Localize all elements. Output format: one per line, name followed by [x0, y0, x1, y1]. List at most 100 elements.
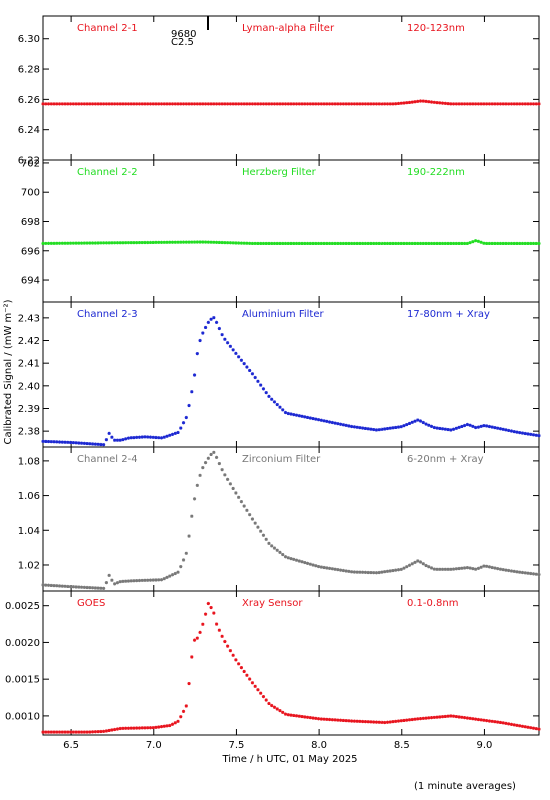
- data-point: [176, 240, 180, 244]
- data-point: [179, 240, 183, 244]
- data-point: [110, 435, 114, 439]
- data-point: [449, 241, 453, 246]
- data-point: [474, 717, 478, 721]
- data-point: [206, 601, 210, 606]
- data-point: [474, 425, 478, 430]
- data-point: [363, 102, 367, 106]
- data-point: [435, 715, 439, 719]
- data-point: [79, 585, 84, 589]
- data-point: [330, 241, 334, 246]
- data-point: [468, 716, 472, 720]
- data-point: [102, 443, 106, 447]
- data-point: [493, 566, 497, 570]
- data-point: [195, 240, 199, 244]
- x-tick-label: 8.0: [311, 740, 327, 751]
- data-point: [308, 416, 312, 420]
- data-point: [446, 567, 450, 571]
- data-point: [124, 579, 128, 583]
- data-point: [305, 102, 310, 106]
- data-point: [432, 241, 436, 246]
- data-point: [143, 578, 147, 582]
- data-point: [121, 241, 125, 245]
- data-point: [316, 241, 321, 246]
- data-point: [487, 719, 491, 723]
- data-point: [336, 102, 340, 106]
- data-point: [118, 241, 122, 245]
- data-point: [261, 102, 266, 106]
- data-point: [118, 580, 122, 584]
- data-point: [416, 241, 420, 246]
- data-point: [96, 241, 100, 245]
- data-point: [385, 720, 390, 724]
- data-point: [374, 720, 379, 724]
- data-point: [303, 241, 307, 246]
- data-point: [501, 568, 505, 572]
- data-point: [463, 566, 467, 570]
- data-point: [281, 552, 285, 557]
- y-tick-label: 6.30: [18, 34, 40, 45]
- data-point: [52, 584, 56, 588]
- data-point: [102, 729, 106, 733]
- data-point: [385, 569, 390, 573]
- data-point: [242, 669, 246, 674]
- data-point: [435, 567, 439, 571]
- data-point: [476, 566, 480, 570]
- averaging-note: (1 minute averages): [414, 781, 516, 792]
- data-point: [104, 102, 108, 106]
- data-point: [66, 102, 70, 106]
- data-point: [212, 240, 216, 244]
- data-point: [46, 439, 51, 444]
- data-point: [148, 240, 153, 245]
- y-tick-label: 1.06: [18, 491, 40, 502]
- data-point: [212, 450, 216, 454]
- data-point: [413, 241, 417, 246]
- data-point: [438, 715, 442, 719]
- data-point: [231, 241, 235, 245]
- data-point: [121, 726, 125, 730]
- data-point: [399, 101, 403, 105]
- data-point: [201, 331, 205, 335]
- data-point: [374, 102, 379, 106]
- data-point: [256, 688, 260, 692]
- data-point: [449, 714, 453, 718]
- data-point: [380, 570, 384, 574]
- data-point: [402, 566, 406, 570]
- data-point: [168, 574, 172, 578]
- data-point: [476, 717, 480, 722]
- data-point: [435, 241, 439, 246]
- data-point: [410, 241, 414, 246]
- data-point: [438, 567, 442, 571]
- data-point: [363, 570, 367, 574]
- data-point: [410, 100, 414, 104]
- panel-5: 0.0010 0.0015 0.0020 0.0025 GOES Xray Sensor 0…: [5, 590, 541, 736]
- data-point: [195, 483, 199, 487]
- data-point: [121, 437, 125, 442]
- data-point: [300, 241, 304, 246]
- data-point: [148, 102, 153, 106]
- data-point: [518, 431, 522, 435]
- data-point: [498, 720, 503, 725]
- data-point: [402, 718, 406, 723]
- data-point: [380, 427, 384, 431]
- data-point: [383, 720, 387, 725]
- data-point: [319, 241, 323, 246]
- data-point: [421, 420, 425, 425]
- data-point: [487, 565, 491, 569]
- data-point: [165, 434, 169, 438]
- data-point: [363, 241, 367, 246]
- data-point: [432, 425, 436, 430]
- data-point: [278, 241, 282, 246]
- data-point: [286, 411, 290, 416]
- data-point: [496, 567, 500, 571]
- data-point: [355, 241, 359, 246]
- data-point: [501, 241, 505, 246]
- data-point: [253, 102, 257, 106]
- data-point: [275, 707, 279, 711]
- event-number-annotation: 9680: [171, 29, 196, 40]
- data-point: [352, 102, 356, 106]
- data-point: [327, 102, 332, 106]
- data-point: [124, 102, 128, 106]
- data-point: [245, 241, 249, 245]
- y-tick-label: 0.0010: [5, 711, 40, 722]
- x-axis: 6.5 7.0 7.5 8.0 8.5 9.0: [63, 740, 492, 751]
